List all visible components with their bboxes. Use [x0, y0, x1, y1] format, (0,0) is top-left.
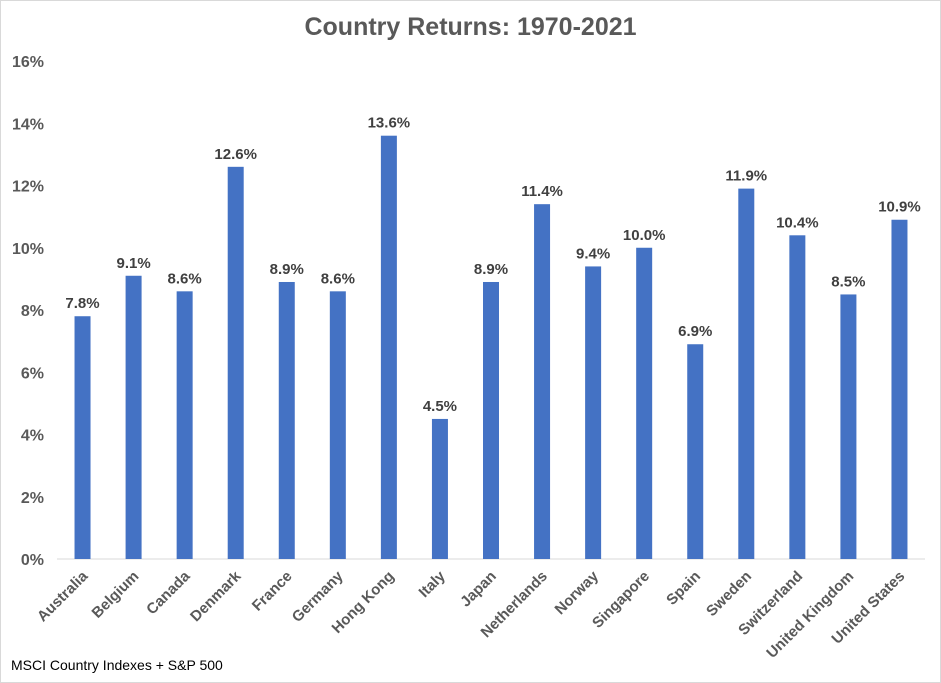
bar [125, 275, 142, 559]
x-tick-label: Norway [552, 567, 603, 618]
y-tick-label: 16% [12, 54, 44, 71]
x-tick-label: Canada [143, 567, 194, 618]
x-tick-label: Japan [457, 568, 500, 611]
data-label: 8.5% [831, 273, 865, 290]
bar [636, 247, 653, 559]
x-tick-label: Italy [416, 567, 450, 601]
data-label: 6.9% [678, 323, 712, 340]
x-tick-label: Sweden [703, 568, 755, 620]
y-tick-label: 12% [12, 179, 44, 196]
bar [74, 316, 91, 559]
data-label: 8.9% [270, 261, 304, 278]
bar [840, 294, 857, 559]
data-label: 10.0% [623, 227, 666, 244]
data-label: 10.9% [878, 199, 921, 216]
data-label: 11.9% [725, 168, 767, 185]
bar [534, 204, 551, 560]
x-tick-label: France [249, 568, 296, 615]
bar [380, 135, 397, 559]
y-tick-label: 2% [21, 490, 44, 507]
bar [687, 344, 704, 559]
bar [176, 291, 193, 559]
x-tick-label: United Kingdom [763, 568, 857, 662]
chart-source-note: MSCI Country Indexes + S&P 500 [11, 657, 223, 673]
chart-title: Country Returns: 1970-2021 [304, 13, 637, 41]
x-tick-label: Belgium [89, 568, 143, 622]
y-tick-label: 0% [21, 552, 44, 569]
data-label: 7.8% [65, 295, 99, 312]
data-label: 8.6% [321, 270, 355, 287]
data-label: 8.9% [474, 261, 508, 278]
x-tick-label: Australia [34, 567, 92, 625]
y-tick-label: 14% [12, 116, 44, 133]
x-tick-label: Spain [663, 568, 704, 609]
y-tick-label: 8% [21, 303, 44, 320]
y-tick-label: 6% [21, 365, 44, 382]
bar [789, 235, 806, 560]
data-label: 13.6% [368, 115, 411, 132]
data-label: 9.1% [116, 255, 150, 272]
data-label: 11.4% [521, 183, 563, 200]
bar [431, 418, 448, 559]
y-tick-label: 4% [21, 428, 44, 445]
data-label: 10.4% [776, 214, 819, 231]
bar [585, 266, 602, 559]
x-tick-label: Denmark [187, 567, 245, 625]
data-label: 9.4% [576, 245, 610, 262]
bar [483, 281, 499, 559]
bar [738, 188, 755, 560]
data-label: 4.5% [423, 398, 457, 415]
bar [278, 281, 295, 559]
bar [329, 291, 346, 559]
bar [227, 166, 244, 559]
bar [891, 219, 908, 560]
y-tick-label: 10% [12, 241, 44, 258]
data-label: 8.6% [168, 270, 202, 287]
data-label: 12.6% [214, 146, 257, 163]
